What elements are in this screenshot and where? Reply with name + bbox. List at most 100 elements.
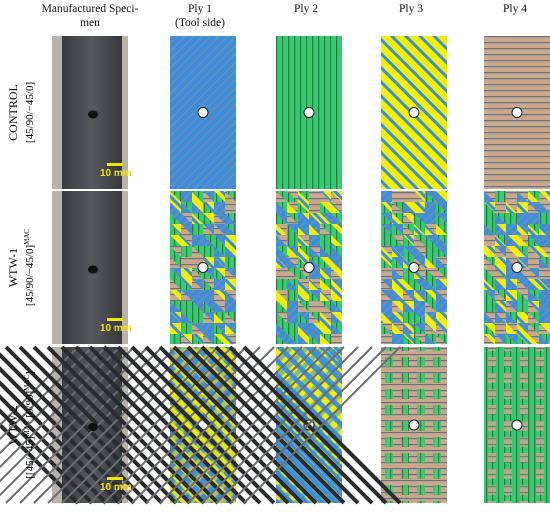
mosaic-piece <box>484 334 494 344</box>
mosaic-piece <box>495 268 506 279</box>
mosaic-piece <box>517 224 528 235</box>
ply-tile <box>484 36 550 189</box>
mosaic-piece <box>309 246 320 257</box>
row-layup: [[45/−45]MAC [0/90]MAC] <box>23 371 36 478</box>
weave-line <box>201 346 359 504</box>
column-header: Ply 1 (Tool side) <box>145 2 255 30</box>
hole <box>511 419 523 431</box>
mosaic-piece <box>495 323 506 334</box>
mosaic-piece <box>381 268 392 279</box>
mosaic-piece <box>517 301 528 312</box>
mosaic-piece <box>192 279 203 290</box>
mosaic-piece <box>414 202 425 213</box>
mosaic-piece <box>539 191 550 202</box>
mosaic-piece <box>170 279 181 290</box>
mosaic-piece <box>539 268 550 279</box>
mosaic-piece <box>436 323 447 334</box>
mosaic-piece <box>192 224 203 235</box>
mosaic-piece <box>192 235 203 246</box>
mosaic-piece <box>192 191 203 202</box>
mosaic-piece <box>287 279 298 290</box>
mosaic-piece <box>287 202 298 213</box>
mosaic-piece <box>381 202 392 213</box>
mosaic-piece <box>276 290 287 301</box>
mosaic-piece <box>403 323 414 334</box>
mosaic-piece <box>192 202 203 213</box>
weave-band <box>381 479 447 485</box>
mosaic-piece <box>170 235 181 246</box>
tile-content <box>276 191 342 344</box>
mosaic-piece <box>276 334 287 344</box>
scale-bar <box>107 318 123 321</box>
mosaic-piece <box>528 257 539 268</box>
mosaic-piece <box>225 191 236 202</box>
mosaic-piece <box>214 213 225 224</box>
mosaic-piece <box>539 235 550 246</box>
mosaic-piece <box>225 213 236 224</box>
weave-band <box>381 463 447 469</box>
weave-band <box>433 347 441 503</box>
mosaic-piece <box>528 290 539 301</box>
mosaic-piece <box>425 191 436 202</box>
mosaic-piece <box>309 235 320 246</box>
column-header: Ply 2 <box>251 2 361 16</box>
mosaic-piece <box>298 301 309 312</box>
mosaic-piece <box>539 257 550 268</box>
mosaic-piece <box>506 312 517 323</box>
mosaic-piece <box>225 224 236 235</box>
mosaic-piece <box>506 246 517 257</box>
mosaic-piece <box>203 213 214 224</box>
mosaic-piece <box>517 334 528 344</box>
mosaic-piece <box>320 279 331 290</box>
mosaic-piece <box>181 224 192 235</box>
mosaic-piece <box>528 312 539 323</box>
mosaic-piece <box>214 323 225 334</box>
mosaic-piece <box>414 323 425 334</box>
mosaic-piece <box>192 301 203 312</box>
mosaic-piece <box>528 334 539 344</box>
mosaic-piece <box>528 323 539 334</box>
mosaic-piece <box>484 301 495 312</box>
header-line: men <box>80 17 100 29</box>
mosaic-piece <box>214 279 225 290</box>
mosaic-piece <box>392 224 403 235</box>
mosaic-piece <box>506 268 517 279</box>
weave-line <box>75 346 233 504</box>
weave-band <box>536 347 544 503</box>
weave-band <box>484 463 550 469</box>
mosaic-piece <box>276 312 287 323</box>
mosaic-piece <box>425 312 436 323</box>
mosaic-piece <box>331 268 342 279</box>
mosaic-piece <box>214 334 225 344</box>
mosaic-piece <box>225 301 236 312</box>
mosaic-piece <box>309 290 320 301</box>
mosaic-piece <box>484 279 495 290</box>
ply-tile <box>381 191 447 344</box>
hole <box>511 107 523 118</box>
mosaic-piece <box>436 224 447 235</box>
mosaic-piece <box>506 202 517 213</box>
mosaic-piece <box>170 334 181 344</box>
mosaic-piece <box>506 191 517 202</box>
mosaic-piece <box>309 301 320 312</box>
header-line: Ply 1 <box>188 3 212 15</box>
mosaic-piece <box>320 202 331 213</box>
mosaic-piece <box>506 213 517 224</box>
mosaic-piece <box>425 257 436 268</box>
layup-text: ] <box>24 371 36 375</box>
weave-line <box>145 346 303 504</box>
weave-band <box>276 421 342 494</box>
mosaic-piece <box>309 334 320 344</box>
specimen-hole <box>88 423 98 431</box>
mosaic-piece <box>331 257 342 268</box>
layup-text: [[45/−45] <box>24 436 36 478</box>
header-line: Ply 2 <box>294 3 318 15</box>
mosaic-piece <box>381 290 392 301</box>
mosaic-piece <box>506 290 517 301</box>
mosaic-piece <box>392 268 403 279</box>
header-line: (Tool side) <box>175 17 225 29</box>
mosaic-piece <box>287 268 298 279</box>
mosaic-piece <box>403 290 414 301</box>
mosaic-piece <box>414 213 425 224</box>
mosaic-piece <box>320 290 331 301</box>
